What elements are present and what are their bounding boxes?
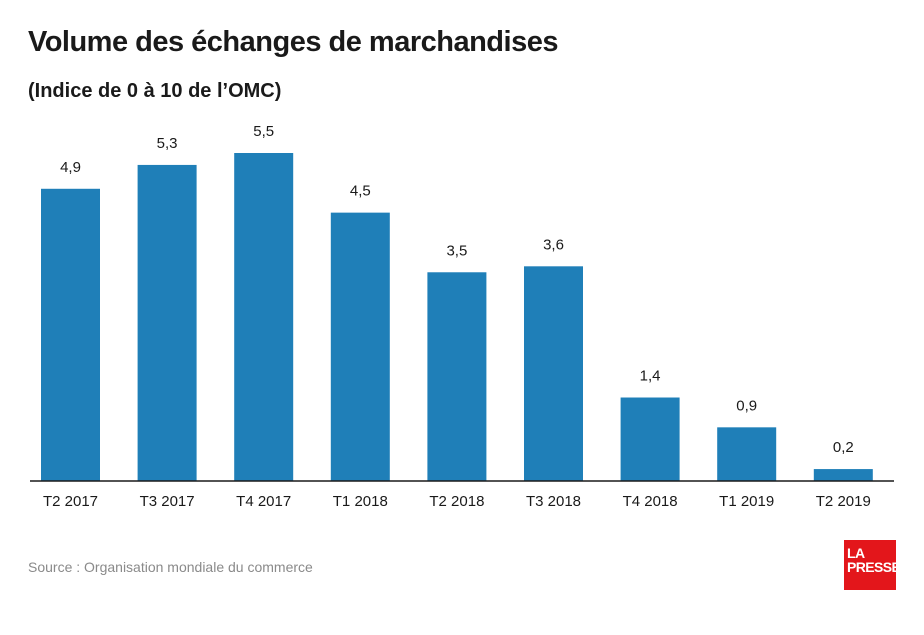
bar-9	[813, 469, 873, 481]
la-presse-logo: LA PRESSE	[844, 540, 901, 590]
data-label-2: 5,3	[157, 135, 178, 152]
chart-subtitle: (Indice de 0 à 10 de l’OMC)	[28, 80, 282, 102]
bars-group	[41, 153, 873, 482]
bar-2	[137, 164, 197, 481]
data-label-8: 0,9	[736, 397, 757, 414]
data-label-4: 4,5	[350, 183, 371, 200]
x-tick-label-7: T4 2018	[623, 493, 678, 510]
logo-line-2: PRESSE	[847, 559, 901, 575]
value-labels-group: 4,9 5,3 5,5 4,5 3,5 3,6 1,4 0,9 0,2	[60, 123, 854, 456]
bar-1	[41, 188, 100, 482]
chart-title: Volume des échanges de marchandises	[28, 26, 558, 58]
bar-5	[427, 272, 487, 481]
data-label-5: 3,5	[446, 242, 467, 259]
source-note: Source : Organisation mondiale du commer…	[28, 559, 313, 575]
x-tick-label-2: T3 2017	[140, 493, 195, 510]
bar-3	[234, 153, 294, 481]
data-label-9: 0,2	[833, 439, 854, 456]
x-tick-label-5: T2 2018	[429, 493, 484, 510]
data-label-1: 4,9	[60, 159, 81, 176]
bar-7	[620, 397, 680, 481]
data-label-7: 1,4	[640, 368, 661, 385]
x-tick-label-6: T3 2018	[526, 493, 581, 510]
bar-6	[524, 266, 583, 481]
x-tick-label-8: T1 2019	[719, 493, 774, 510]
data-label-6: 3,6	[543, 236, 564, 253]
bar-4	[330, 212, 390, 482]
x-tick-label-3: T4 2017	[236, 493, 291, 510]
data-label-3: 5,5	[253, 123, 274, 140]
logo-line-1: LA	[847, 545, 865, 561]
bar-8	[717, 427, 777, 481]
x-tick-label-9: T2 2019	[816, 493, 871, 510]
x-tick-labels-group: T2 2017 T3 2017 T4 2017 T1 2018 T2 2018 T3 20…	[43, 493, 871, 510]
x-tick-label-4: T1 2018	[333, 493, 388, 510]
x-tick-label-1: T2 2017	[43, 493, 98, 510]
